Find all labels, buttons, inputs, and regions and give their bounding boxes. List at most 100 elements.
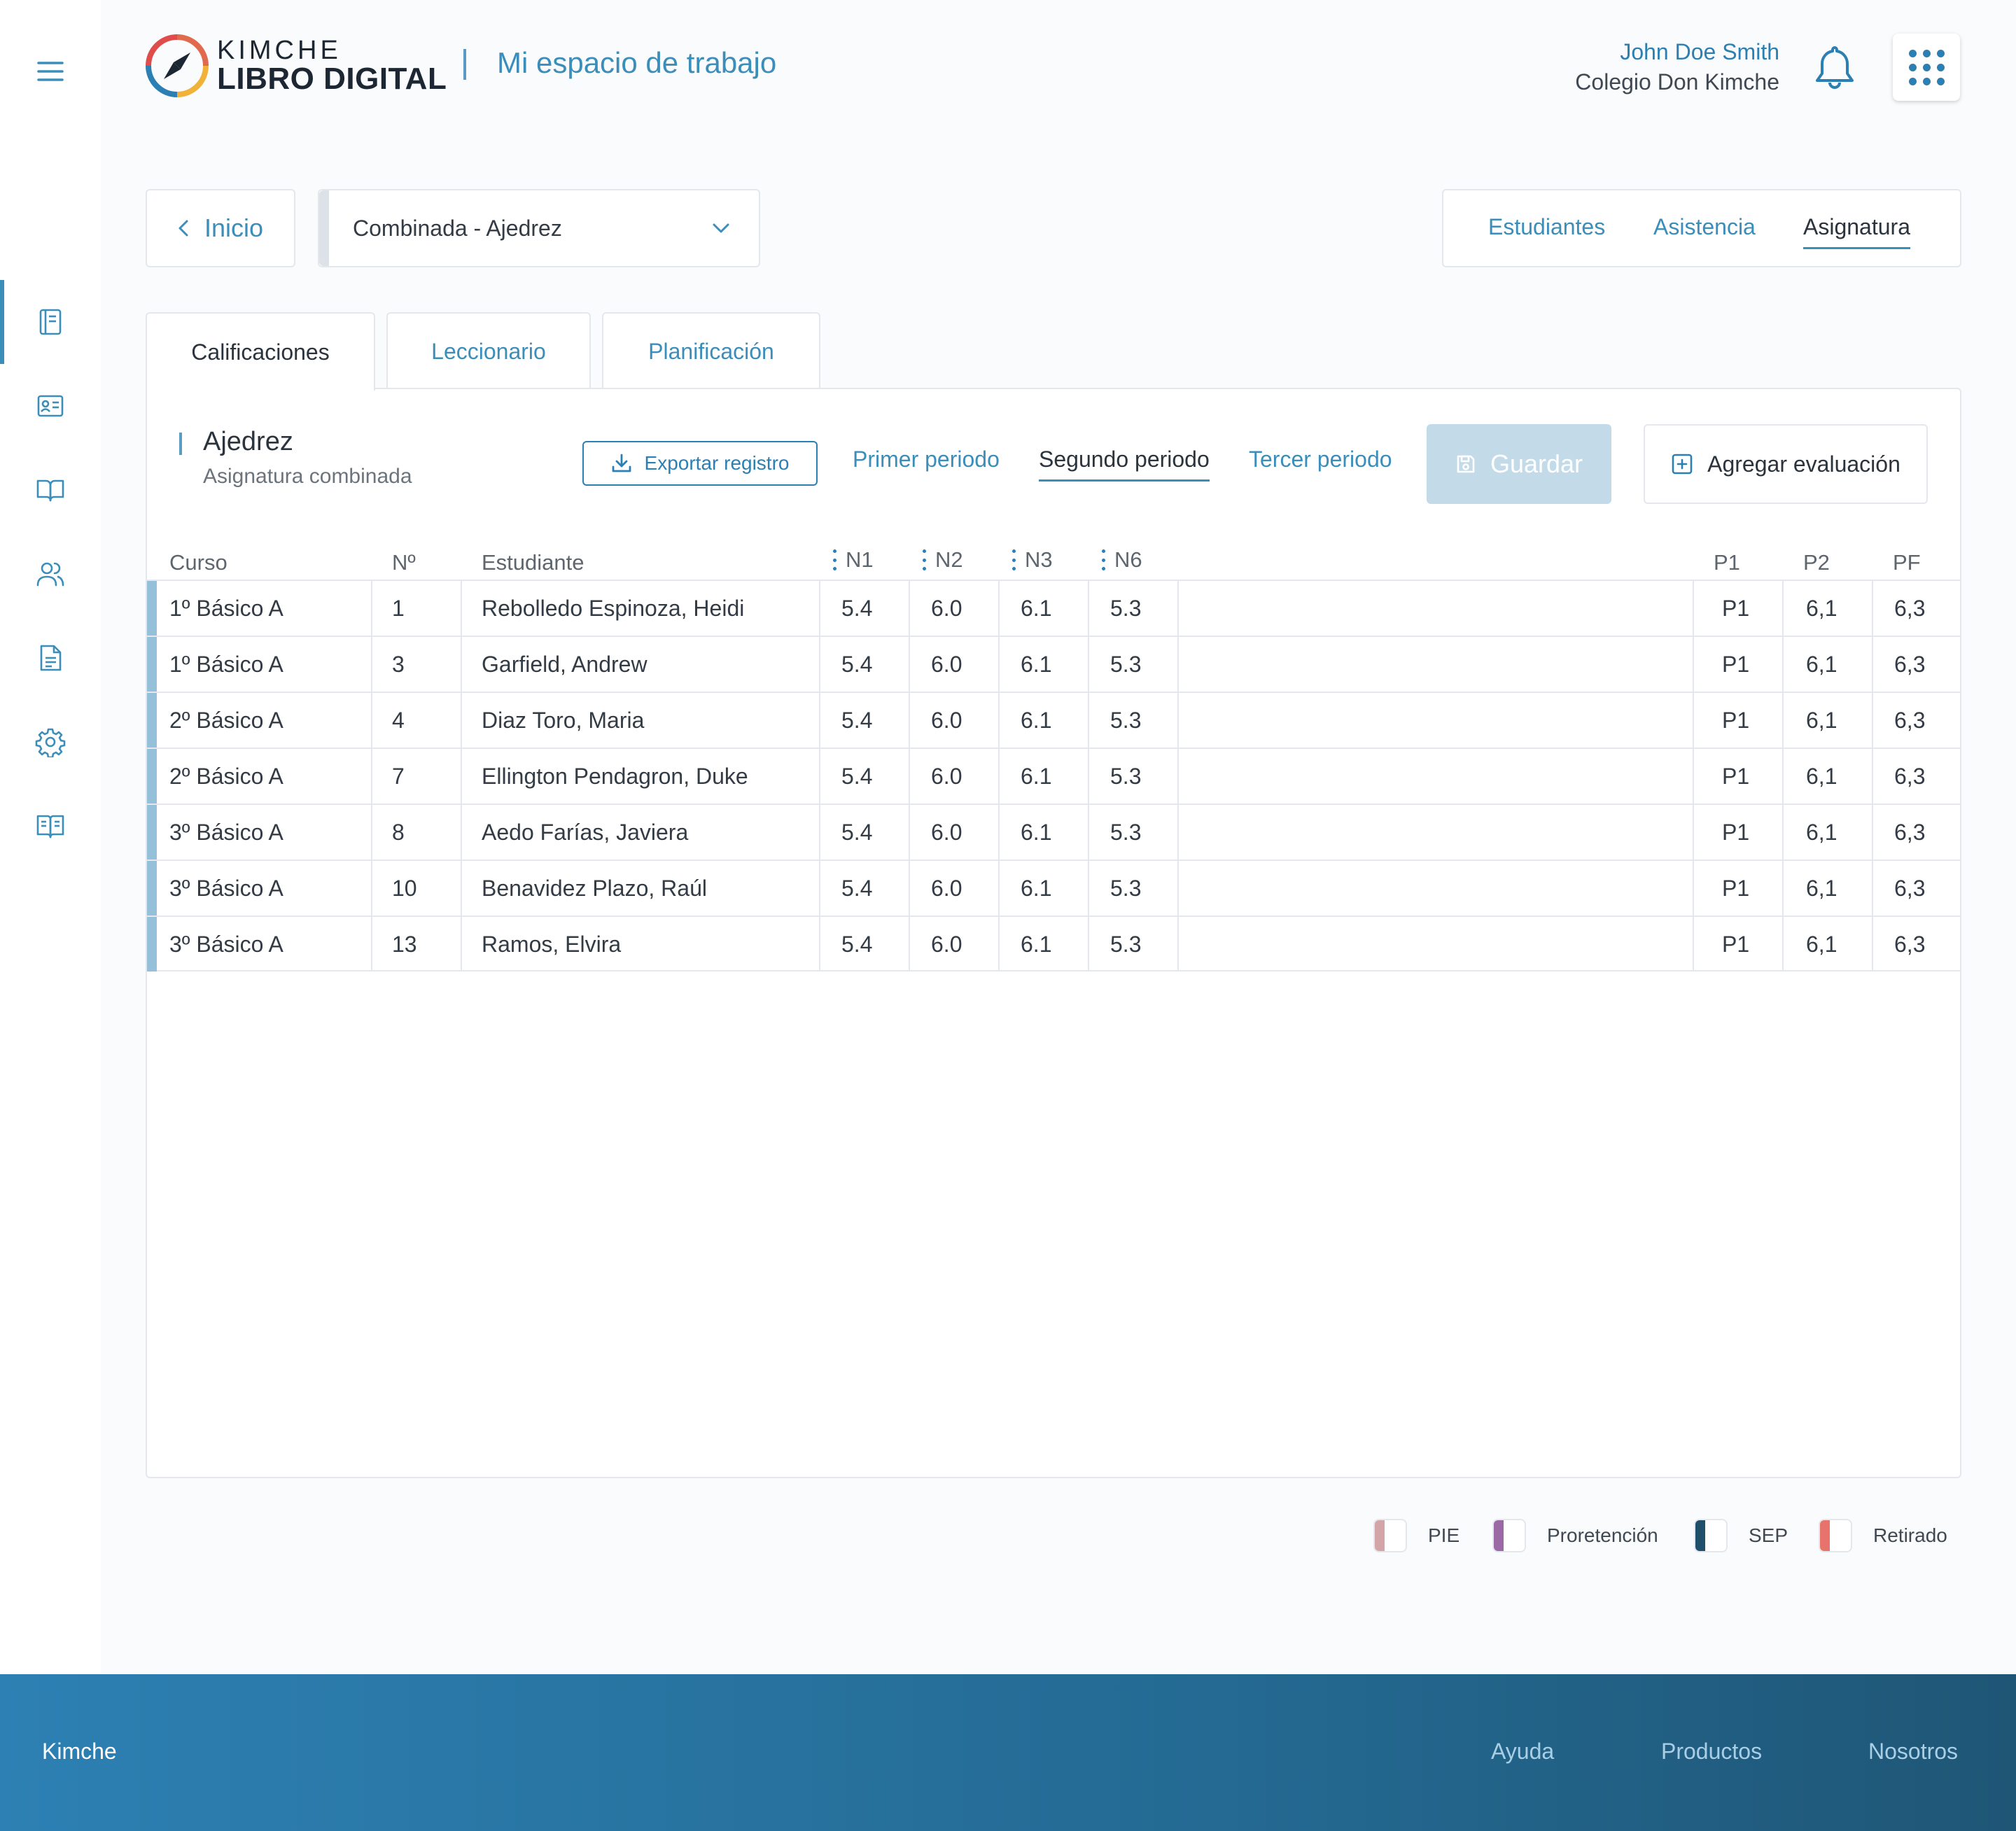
- column-header-n2[interactable]: N2: [921, 547, 963, 573]
- logo-top-text: KIMCHE: [217, 36, 342, 65]
- cell-n1[interactable]: 5.4: [841, 763, 873, 789]
- cell-pf: 6,3: [1894, 763, 1926, 789]
- tab-asignatura[interactable]: Asignatura: [1803, 214, 1910, 249]
- apps-grid-icon[interactable]: [1893, 34, 1960, 101]
- period-primer[interactable]: Primer periodo: [853, 447, 1000, 472]
- tab-asistencia[interactable]: Asistencia: [1653, 214, 1756, 239]
- cell-n2[interactable]: 6.0: [931, 707, 962, 733]
- cell-n2[interactable]: 6.0: [931, 595, 962, 621]
- sidebar-item-documents[interactable]: [0, 616, 101, 700]
- column-options-icon[interactable]: [921, 549, 927, 570]
- cell-student: Rebolledo Espinoza, Heidi: [482, 595, 745, 621]
- period-tercer[interactable]: Tercer periodo: [1249, 447, 1392, 472]
- cell-n6[interactable]: 5.3: [1110, 651, 1142, 677]
- sidebar-item-settings[interactable]: [0, 700, 101, 784]
- legend-label: PIE: [1428, 1524, 1460, 1546]
- tab-calificaciones[interactable]: Calificaciones: [146, 312, 375, 391]
- cell-pf: 6,3: [1894, 931, 1926, 957]
- cell-n6[interactable]: 5.3: [1110, 875, 1142, 901]
- cell-n1[interactable]: 5.4: [841, 875, 873, 901]
- cell-n6[interactable]: 5.3: [1110, 763, 1142, 789]
- cell-n3[interactable]: 6.1: [1021, 595, 1052, 621]
- back-home-button[interactable]: Inicio: [146, 189, 295, 267]
- cell-course: 1º Básico A: [169, 595, 284, 621]
- cell-n2[interactable]: 6.0: [931, 763, 962, 789]
- column-options-icon[interactable]: [1100, 549, 1106, 570]
- column-header-n1[interactable]: N1: [832, 547, 874, 573]
- cell-n1[interactable]: 5.4: [841, 819, 873, 845]
- column-divider: [1177, 917, 1179, 971]
- cell-n6[interactable]: 5.3: [1110, 819, 1142, 845]
- cell-n3[interactable]: 6.1: [1021, 819, 1052, 845]
- cell-n1[interactable]: 5.4: [841, 651, 873, 677]
- add-evaluation-button[interactable]: Agregar evaluación: [1644, 424, 1928, 504]
- back-label: Inicio: [204, 213, 264, 242]
- tab-leccionario[interactable]: Leccionario: [386, 312, 591, 389]
- bell-icon[interactable]: [1812, 43, 1858, 92]
- column-header-n3[interactable]: N3: [1011, 547, 1053, 573]
- user-info[interactable]: John Doe Smith Colegio Don Kimche: [1575, 39, 1779, 95]
- export-register-button[interactable]: Exportar registro: [582, 441, 818, 486]
- column-options-icon[interactable]: [832, 549, 837, 570]
- legend-label: SEP: [1749, 1524, 1788, 1546]
- cell-n3[interactable]: 6.1: [1021, 707, 1052, 733]
- column-divider: [371, 805, 372, 860]
- sidebar-item-books[interactable]: [0, 448, 101, 532]
- export-label: Exportar registro: [644, 452, 790, 474]
- column-divider: [998, 749, 1000, 804]
- cell-n6[interactable]: 5.3: [1110, 707, 1142, 733]
- app-logo[interactable]: KIMCHE LIBRO DIGITAL: [144, 31, 447, 101]
- floppy-disk-icon: [1457, 455, 1475, 473]
- footer-link-ayuda[interactable]: Ayuda: [1491, 1739, 1555, 1764]
- cell-p2: 6,1: [1806, 931, 1837, 957]
- column-divider: [1177, 693, 1179, 748]
- tab-planificacion[interactable]: Planificación: [602, 312, 820, 389]
- column-header-n6[interactable]: N6: [1100, 547, 1142, 573]
- sidebar-item-notebook[interactable]: [0, 280, 101, 364]
- cell-pf: 6,3: [1894, 819, 1926, 845]
- column-divider: [1177, 749, 1179, 804]
- cell-p2: 6,1: [1806, 595, 1837, 621]
- footer-link-nosotros[interactable]: Nosotros: [1868, 1739, 1959, 1764]
- legend-item: PIE: [1373, 1519, 1460, 1552]
- column-header-course: Curso: [169, 550, 227, 575]
- gear-icon: [35, 728, 66, 757]
- row-status-marker: [147, 917, 157, 971]
- cell-n1[interactable]: 5.4: [841, 595, 873, 621]
- course-select[interactable]: Combinada - Ajedrez: [318, 189, 760, 267]
- column-options-icon[interactable]: [1011, 549, 1016, 570]
- footer-link-productos[interactable]: Productos: [1661, 1739, 1763, 1764]
- cell-n2[interactable]: 6.0: [931, 819, 962, 845]
- column-header-number: Nº: [392, 550, 416, 575]
- cell-n6[interactable]: 5.3: [1110, 595, 1142, 621]
- column-divider: [1177, 637, 1179, 692]
- cell-n6[interactable]: 5.3: [1110, 931, 1142, 957]
- download-icon: [612, 454, 631, 472]
- cell-n3[interactable]: 6.1: [1021, 651, 1052, 677]
- workspace-title: Mi espacio de trabajo: [497, 46, 777, 79]
- sidebar-item-id-card[interactable]: [0, 364, 101, 448]
- period-segundo[interactable]: Segundo periodo: [1039, 447, 1210, 482]
- sidebar-item-reader[interactable]: [0, 784, 101, 868]
- cell-n2[interactable]: 6.0: [931, 651, 962, 677]
- chevron-down-icon: [713, 223, 729, 233]
- tab-estudiantes[interactable]: Estudiantes: [1488, 214, 1606, 239]
- save-button[interactable]: Guardar: [1427, 424, 1611, 504]
- column-divider: [1782, 693, 1784, 748]
- column-divider: [1693, 693, 1694, 748]
- cell-n2[interactable]: 6.0: [931, 931, 962, 957]
- column-header-student: Estudiante: [482, 550, 584, 575]
- cell-n3[interactable]: 6.1: [1021, 763, 1052, 789]
- hamburger-menu-icon[interactable]: [34, 55, 67, 88]
- column-divider: [1693, 637, 1694, 692]
- cell-p2: 6,1: [1806, 651, 1837, 677]
- cell-n2[interactable]: 6.0: [931, 875, 962, 901]
- sidebar-item-users[interactable]: [0, 532, 101, 616]
- logo-bottom-text: LIBRO DIGITAL: [217, 62, 447, 96]
- cell-n3[interactable]: 6.1: [1021, 875, 1052, 901]
- cell-n1[interactable]: 5.4: [841, 931, 873, 957]
- cell-n3[interactable]: 6.1: [1021, 931, 1052, 957]
- column-divider: [1872, 805, 1873, 860]
- footer-brand[interactable]: Kimche: [42, 1739, 117, 1764]
- cell-n1[interactable]: 5.4: [841, 707, 873, 733]
